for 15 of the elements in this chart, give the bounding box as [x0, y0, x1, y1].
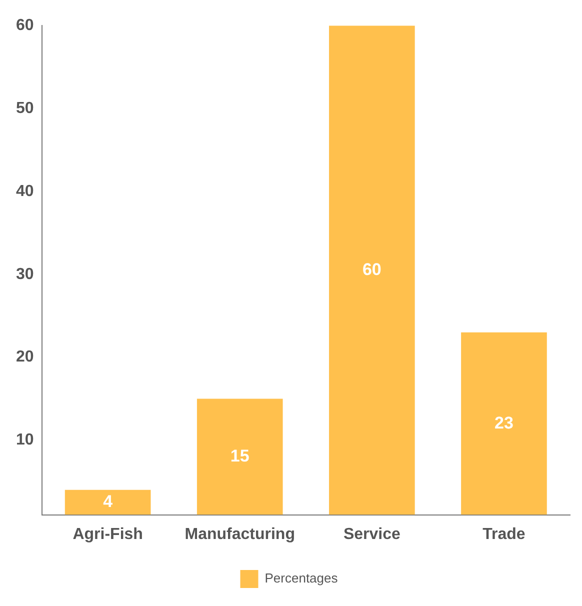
x-tick-label: Service [343, 526, 400, 543]
x-tick-label: Manufacturing [184, 526, 295, 543]
y-tick-label: 60 [16, 17, 34, 34]
y-tick-label: 30 [16, 266, 34, 283]
data-label: 60 [362, 260, 382, 279]
x-tick-label: Trade [482, 526, 526, 543]
y-tick-label: 40 [16, 182, 34, 200]
data-label: 15 [230, 446, 250, 466]
legend-label: Percentages [264, 570, 338, 586]
y-tick-label: 50 [16, 100, 34, 117]
x-tick-label: Agri-Fish [72, 526, 143, 543]
y-tick-label: 10 [16, 432, 34, 449]
y-tick-label: 20 [16, 348, 34, 366]
data-label: 23 [494, 413, 514, 432]
data-label: 4 [103, 492, 114, 512]
